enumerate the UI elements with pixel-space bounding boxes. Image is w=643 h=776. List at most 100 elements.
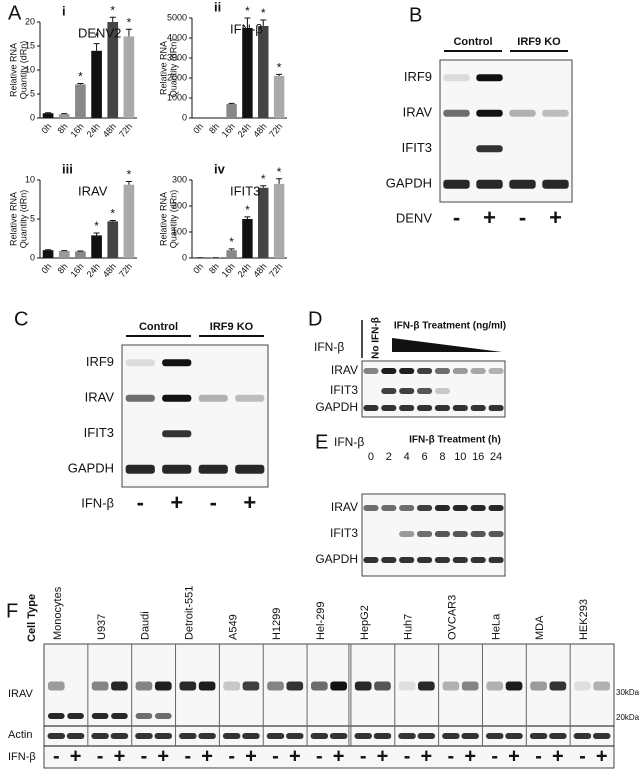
blot-band xyxy=(222,733,241,739)
treatment-sign: - xyxy=(184,745,191,767)
y-tick-label: 100 xyxy=(172,226,187,236)
x-tick-label: 16h xyxy=(68,121,85,139)
blot-band xyxy=(416,531,433,537)
significance-mark: * xyxy=(94,219,99,233)
lane-label: 16 xyxy=(472,451,484,463)
row-label: IRF9 xyxy=(86,354,114,369)
y-axis-label: Quantity (dRn) xyxy=(18,190,28,249)
blot-band xyxy=(47,681,65,691)
bar xyxy=(273,183,285,258)
chart-title: IRAV xyxy=(78,183,108,198)
row-label: GAPDH xyxy=(315,400,358,414)
row-label: Actin xyxy=(8,729,32,741)
blot-band xyxy=(452,405,468,411)
blot-band xyxy=(381,368,397,374)
blot-band xyxy=(505,681,523,691)
treatment-sign: + xyxy=(170,490,183,515)
panel-label: B xyxy=(409,4,422,26)
blot-band xyxy=(398,681,416,691)
row-label: IFIT3 xyxy=(84,425,114,440)
blot-band xyxy=(434,505,451,511)
blot-band xyxy=(434,388,451,394)
significance-mark: * xyxy=(245,203,250,217)
row-label: IFIT3 xyxy=(402,140,432,155)
x-tick-label: 72h xyxy=(267,121,284,139)
blot-band xyxy=(592,733,611,739)
treatment-sign: + xyxy=(245,745,257,767)
x-tick-label: 72h xyxy=(117,261,134,279)
lane-label: 0 xyxy=(368,451,374,463)
x-tick-label: 8h xyxy=(207,121,221,135)
treatment-sign: + xyxy=(549,205,562,230)
row-label: IFIT3 xyxy=(330,383,358,397)
chart-label: i xyxy=(62,3,66,18)
treatment-sign: + xyxy=(508,745,520,767)
group-header: IRF9 KO xyxy=(517,36,561,48)
blot-band xyxy=(416,557,433,563)
row-label: IRAV xyxy=(403,105,433,120)
bar xyxy=(273,76,285,118)
treatment-sign: - xyxy=(228,745,235,767)
treatment-sign: + xyxy=(333,745,345,767)
bar xyxy=(42,250,54,258)
blot-band xyxy=(509,179,536,189)
treatment-sign: - xyxy=(141,745,148,767)
y-tick-label: 10 xyxy=(25,64,35,74)
y-tick-label: 2000 xyxy=(167,72,187,82)
x-tick-label: 48h xyxy=(101,121,118,139)
blot-band xyxy=(162,394,192,402)
blot-band xyxy=(135,733,153,739)
panel-label: C xyxy=(14,308,28,330)
treatment-label: IFN-β xyxy=(81,495,114,510)
bar xyxy=(258,26,269,118)
y-axis-label: Quantity (dRn) xyxy=(18,41,28,100)
cell-type: Hel-299 xyxy=(315,601,327,640)
chart-title: DENV2 xyxy=(78,25,121,40)
blot-band xyxy=(416,505,433,511)
blot-band xyxy=(549,681,567,691)
y-axis-label: Quantity (dRn) xyxy=(168,39,178,98)
bar xyxy=(91,50,102,118)
treatment-sign: - xyxy=(579,745,586,767)
blot-band xyxy=(488,531,504,537)
x-tick-label: 8h xyxy=(207,261,221,275)
blot-band xyxy=(549,733,567,739)
bar xyxy=(107,221,119,258)
error-bar xyxy=(109,16,116,22)
blot-band xyxy=(398,733,416,739)
blot-band xyxy=(381,388,397,394)
x-tick-label: 48h xyxy=(251,261,268,279)
significance-mark: * xyxy=(261,6,266,20)
y-tick-label: 3000 xyxy=(167,52,187,62)
blot-band xyxy=(373,733,392,739)
cell-type: HepG2 xyxy=(359,605,371,640)
blot-band xyxy=(91,733,109,739)
blot-band xyxy=(442,681,460,691)
bar xyxy=(242,219,253,258)
blot-band xyxy=(267,681,284,691)
y-axis-label: Relative RNA xyxy=(8,192,18,246)
blot-band xyxy=(91,681,109,691)
row-label: GAPDH xyxy=(386,176,432,191)
blot-band xyxy=(381,557,397,563)
treatment-header: IFN-β Treatment (h) xyxy=(409,435,501,446)
row-label: IRAV xyxy=(8,688,34,700)
x-tick-label: 16h xyxy=(68,261,85,279)
error-bar xyxy=(228,102,235,104)
significance-mark: * xyxy=(245,4,250,18)
y-tick-label: 0 xyxy=(30,252,35,262)
blot-band xyxy=(509,109,536,117)
blot-band xyxy=(476,109,503,117)
x-tick-label: 24h xyxy=(235,261,252,279)
treatment-header: IFN-β Treatment (ng/ml) xyxy=(394,321,506,332)
lane-label: 2 xyxy=(386,451,392,463)
blot-band xyxy=(476,145,503,153)
blot-band xyxy=(416,405,433,411)
blot-band xyxy=(399,505,415,511)
treatment-sign: - xyxy=(316,745,323,767)
blot-frame xyxy=(439,59,573,203)
significance-mark: * xyxy=(277,165,282,179)
x-tick-label: 48h xyxy=(101,261,118,279)
blot-band xyxy=(154,713,172,719)
y-tick-label: 1000 xyxy=(167,92,187,102)
